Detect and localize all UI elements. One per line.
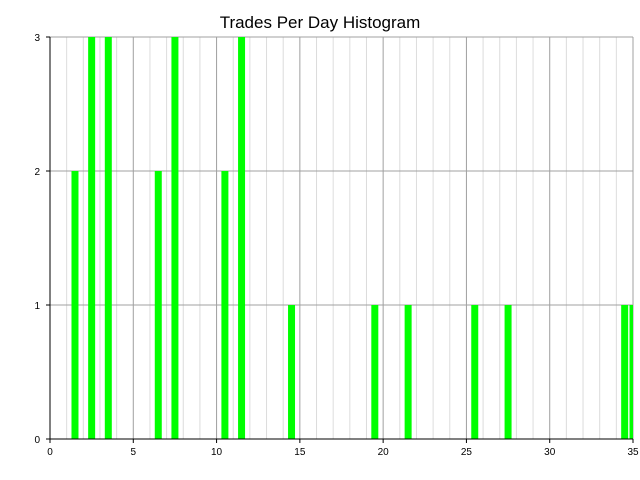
histogram-bar: [104, 37, 112, 439]
histogram-bar: [504, 305, 512, 439]
histogram-bar: [471, 305, 479, 439]
grid-lines: [49, 36, 634, 440]
histogram-bar: [71, 171, 79, 439]
histogram-bar: [371, 305, 379, 439]
histogram-bar: [238, 37, 246, 439]
x-axis-ticks: 0 5 10 15 20 25 30 35: [47, 439, 639, 458]
x-tick-label: 15: [294, 447, 306, 458]
x-tick-label: 0: [47, 447, 53, 458]
axes: [49, 37, 633, 440]
y-tick-label: 3: [34, 33, 40, 44]
histogram-bar: [621, 305, 629, 439]
histogram-bar: [171, 37, 179, 439]
x-tick-label: 20: [378, 447, 390, 458]
histogram-bar: [629, 305, 633, 439]
histogram-bar: [404, 305, 412, 439]
x-tick-label: 35: [627, 447, 639, 458]
y-tick-label: 2: [34, 167, 40, 178]
histogram-bar: [154, 171, 162, 439]
x-tick-label: 30: [544, 447, 556, 458]
x-tick-label: 25: [461, 447, 473, 458]
histogram-bar: [288, 305, 296, 439]
histogram-bar: [221, 171, 229, 439]
histogram-bar: [88, 37, 96, 439]
x-tick-label: 10: [211, 447, 223, 458]
y-tick-label: 1: [34, 301, 40, 312]
y-tick-label: 0: [34, 435, 40, 446]
x-tick-label: 5: [131, 447, 137, 458]
chart-title: Trades Per Day Histogram: [220, 13, 421, 32]
y-axis-ticks: 0 1 2 3: [34, 33, 50, 446]
bars-group: [71, 37, 633, 439]
